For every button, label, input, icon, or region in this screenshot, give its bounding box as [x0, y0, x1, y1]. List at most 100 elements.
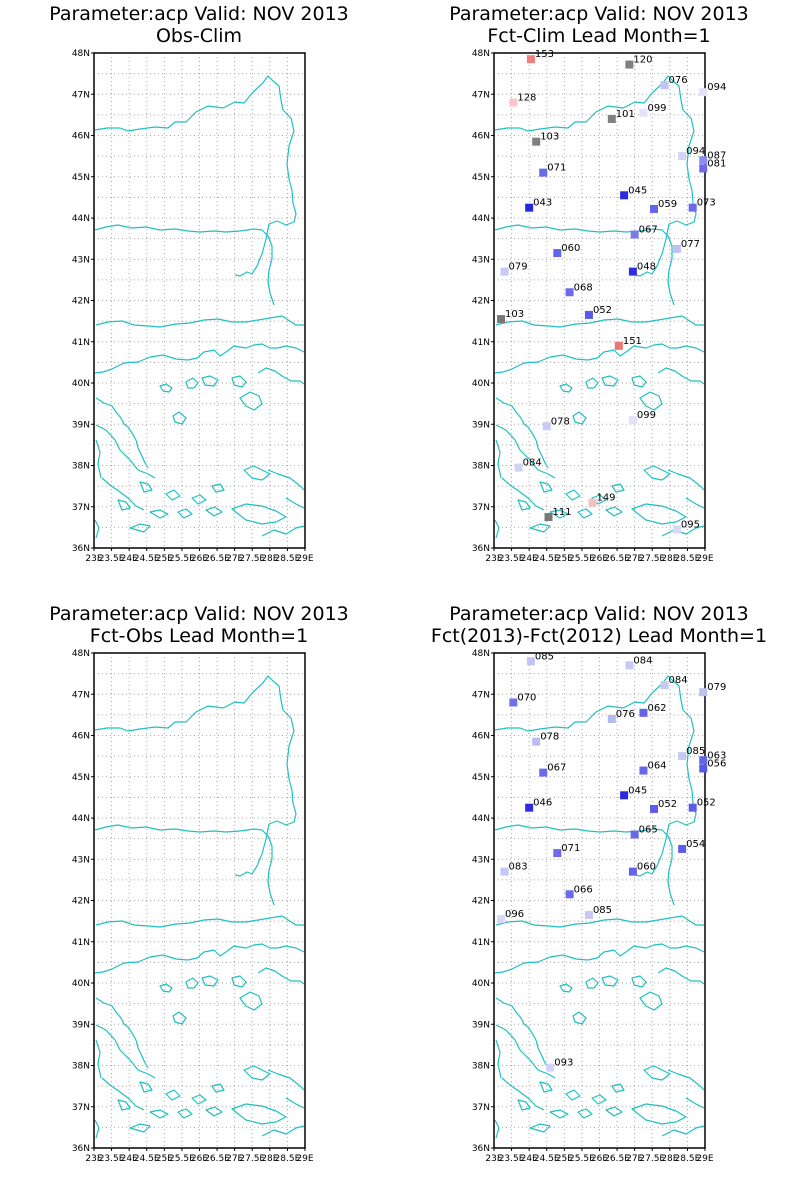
panel-2-lat-ticks: 36N 37N 38N 39N 40N 41N 42N 43N 44N 45N 46N 47N 48N	[472, 49, 494, 554]
station-marker	[688, 803, 697, 812]
station-marker	[539, 768, 548, 777]
station-label: 056	[707, 759, 726, 770]
station-marker	[639, 708, 648, 717]
station-marker	[620, 791, 629, 800]
lon-tick-label: 28E	[261, 1154, 278, 1164]
lat-tick-label: 40N	[72, 979, 90, 989]
station-label: 077	[681, 239, 700, 250]
station-label: 149	[596, 493, 615, 504]
station-label: 084	[669, 675, 688, 686]
station-marker	[678, 152, 687, 161]
station-marker	[509, 98, 518, 107]
station-label: 099	[637, 410, 656, 421]
station-marker	[546, 1063, 555, 1072]
panel-1-title-line2: Obs-Clim	[156, 25, 242, 47]
lon-tick-label: 28.5E	[275, 1154, 301, 1164]
panel-1-lat-ticks: 36N 37N 38N 39N 40N 41N 42N 43N 44N 45N 46N 47N 48N	[72, 49, 94, 554]
station-marker	[630, 230, 639, 239]
lat-tick-label: 40N	[72, 379, 90, 389]
station-marker	[588, 498, 597, 507]
station-label: 052	[697, 798, 716, 809]
station-label: 085	[686, 746, 705, 757]
panel-3-title-line1: Parameter:acp Valid: NOV 2013	[49, 603, 349, 625]
lat-tick-label: 39N	[72, 420, 90, 430]
lat-tick-label: 45N	[72, 173, 90, 183]
station-label: 103	[540, 132, 559, 143]
station-label: 085	[535, 651, 554, 662]
station-label: 063	[707, 750, 726, 761]
lat-tick-label: 37N	[72, 503, 90, 513]
lat-tick-label: 43N	[72, 855, 90, 865]
station-label: 099	[647, 103, 666, 114]
panel-2-gridlines	[494, 53, 705, 548]
station-marker	[509, 698, 518, 707]
station-marker	[699, 756, 708, 765]
lat-tick-label: 48N	[72, 49, 90, 59]
station-label: 120	[633, 55, 652, 66]
station-marker	[630, 830, 639, 839]
station-label: 052	[658, 799, 677, 810]
lon-tick-label: 28E	[661, 554, 678, 564]
panel-4-title-line2: Fct(2013)-Fct(2012) Lead Month=1	[431, 625, 767, 647]
station-label: 046	[533, 798, 552, 809]
station-marker	[565, 288, 574, 297]
panel-4-title-line1: Parameter:acp Valid: NOV 2013	[449, 603, 749, 625]
lon-tick-label: 23E	[485, 1154, 502, 1164]
station-marker	[639, 108, 648, 117]
lat-tick-label: 38N	[72, 1062, 90, 1072]
station-marker	[497, 315, 506, 324]
panel-3-lon-ticks: 23E23.5E24E24.5E25E25.5E26E26.5E27E27.5E…	[85, 1148, 314, 1164]
station-marker	[542, 422, 551, 431]
lon-tick-label: 27.5E	[239, 554, 265, 564]
lon-tick-label: 25E	[156, 1154, 173, 1164]
panel-4-lon-ticks: 23E23.5E24E24.5E25E25.5E26E26.5E27E27.5E…	[485, 1148, 714, 1164]
station-marker	[628, 416, 637, 425]
lat-tick-label: 48N	[472, 649, 490, 659]
station-label: 153	[535, 49, 554, 60]
station-marker	[525, 203, 534, 212]
lon-tick-label: 26E	[191, 1154, 208, 1164]
lon-tick-label: 29E	[696, 1154, 713, 1164]
station-marker	[526, 55, 535, 64]
station-label: 067	[639, 225, 658, 236]
lon-tick-label: 26.5E	[204, 554, 230, 564]
panel-1-lon-ticks: 23E23.5E24E24.5E25E25.5E26E26.5E27E27.5E…	[85, 548, 314, 564]
lon-tick-label: 25E	[156, 554, 173, 564]
station-marker	[699, 764, 708, 773]
lat-tick-label: 36N	[472, 544, 490, 554]
station-marker	[625, 661, 634, 670]
station-label: 085	[593, 905, 612, 916]
lat-tick-label: 42N	[72, 897, 90, 907]
station-label: 087	[707, 150, 726, 161]
lon-tick-label: 24.5E	[134, 1154, 160, 1164]
station-label: 048	[637, 262, 656, 273]
station-marker	[497, 915, 506, 924]
station-marker	[514, 463, 523, 472]
lat-tick-label: 46N	[472, 132, 490, 142]
lon-tick-label: 27.5E	[639, 1154, 665, 1164]
lat-tick-label: 36N	[72, 1144, 90, 1154]
station-marker	[620, 191, 629, 200]
station-label: 128	[517, 93, 536, 104]
station-marker	[584, 910, 593, 919]
lat-tick-label: 37N	[72, 1103, 90, 1113]
station-marker	[544, 513, 553, 522]
lat-tick-label: 47N	[72, 90, 90, 100]
lat-tick-label: 39N	[72, 1020, 90, 1030]
lat-tick-label: 43N	[472, 855, 490, 865]
lon-tick-label: 25.5E	[569, 554, 595, 564]
lon-tick-label: 24.5E	[534, 554, 560, 564]
station-label: 068	[574, 282, 593, 293]
station-marker	[500, 867, 509, 876]
station-label: 076	[669, 75, 688, 86]
lat-tick-label: 39N	[472, 1020, 490, 1030]
station-label: 052	[593, 305, 612, 316]
station-label: 045	[628, 185, 647, 196]
station-marker	[678, 844, 687, 853]
station-marker	[553, 849, 562, 858]
lat-tick-label: 42N	[472, 297, 490, 307]
lon-tick-label: 26E	[191, 554, 208, 564]
station-label: 073	[697, 198, 716, 209]
lat-tick-label: 41N	[472, 938, 490, 948]
